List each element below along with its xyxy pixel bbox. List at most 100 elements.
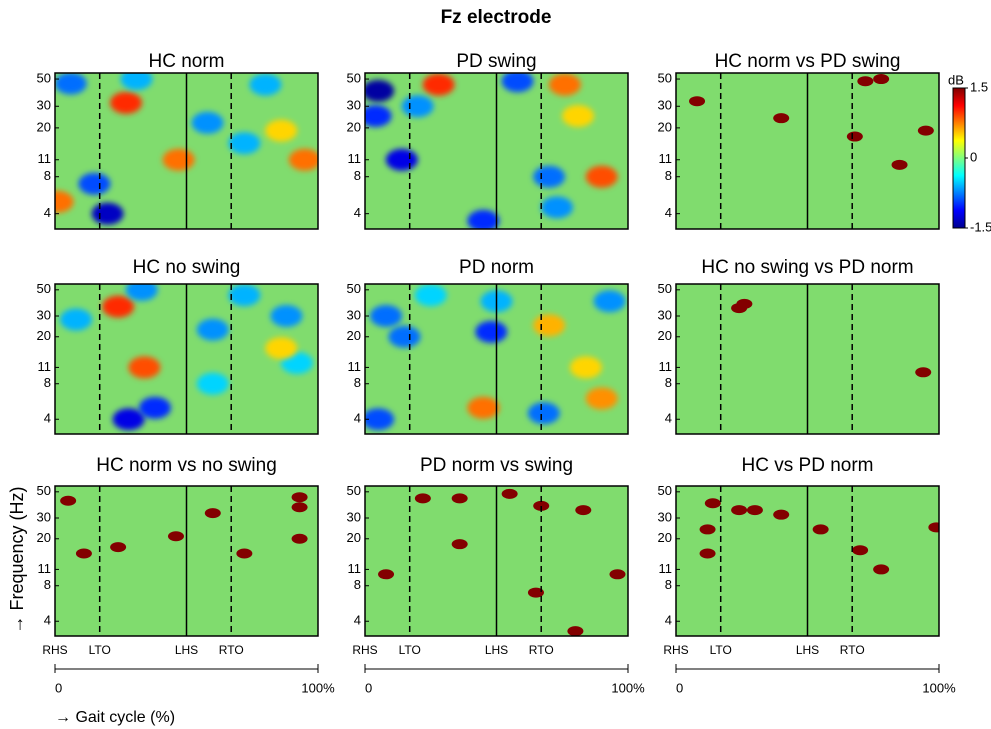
y-tick-label: 11 — [659, 151, 673, 166]
y-tick-label: 20 — [347, 119, 361, 134]
y-tick-label: 11 — [348, 359, 362, 374]
panel-frame — [675, 283, 940, 435]
y-tick-label: 4 — [354, 205, 361, 220]
y-tick-label: 8 — [44, 168, 51, 183]
y-tick-label: 8 — [665, 577, 672, 592]
power-blob — [533, 314, 566, 337]
y-tick-label: 8 — [665, 168, 672, 183]
panel-title: HC vs PD norm — [742, 455, 874, 476]
significant-cluster — [704, 498, 721, 509]
significant-cluster — [746, 505, 763, 516]
panel-title: HC norm vs no swing — [96, 455, 277, 476]
power-blob — [265, 337, 298, 360]
significant-cluster — [915, 367, 932, 378]
y-tick-label: 20 — [658, 328, 672, 343]
panel-title: HC no swing — [133, 257, 241, 278]
power-blob — [585, 165, 618, 188]
power-blob — [196, 318, 229, 341]
panel-title: HC no swing vs PD norm — [701, 257, 913, 278]
y-tick-label: 4 — [665, 613, 672, 628]
colorbar-tick-label: -1.5 — [970, 219, 991, 234]
panel — [676, 486, 939, 636]
event-label: RHS — [42, 643, 67, 657]
power-blob — [162, 148, 195, 171]
x-tick-label: 0 — [365, 680, 372, 695]
power-blob — [385, 148, 418, 171]
power-blob — [501, 73, 534, 93]
y-tick-label: 50 — [37, 281, 51, 296]
significant-cluster — [873, 564, 890, 575]
y-tick-label: 20 — [37, 530, 51, 545]
power-blob — [288, 148, 318, 171]
power-blob — [125, 284, 158, 301]
x-tick-label: 100% — [922, 680, 956, 695]
significant-cluster — [567, 626, 584, 636]
significant-cluster — [501, 488, 518, 499]
power-blob — [138, 396, 171, 419]
significant-cluster — [917, 125, 934, 136]
colorbar-tick-label: 1.5 — [970, 79, 988, 94]
power-blob — [585, 387, 618, 410]
y-tick-label: 50 — [37, 483, 51, 498]
event-label: LHS — [175, 643, 198, 657]
event-label: LHS — [796, 643, 819, 657]
y-tick-label: 20 — [658, 119, 672, 134]
panel-frame — [364, 283, 629, 435]
power-blob — [102, 295, 135, 318]
power-blob — [540, 196, 573, 219]
y-tick-label: 4 — [665, 411, 672, 426]
y-tick-label: 4 — [354, 613, 361, 628]
y-tick-label: 8 — [354, 168, 361, 183]
panel-frame — [364, 485, 629, 637]
panel-title: HC norm — [148, 51, 224, 72]
colorbar — [952, 87, 966, 229]
power-blob — [270, 304, 303, 327]
y-tick-label: 50 — [347, 281, 361, 296]
panel-frame — [54, 72, 319, 230]
event-label: LHS — [485, 643, 508, 657]
y-tick-label: 8 — [44, 577, 51, 592]
significant-cluster — [60, 495, 77, 506]
power-blob — [128, 356, 161, 379]
power-blob — [388, 325, 421, 348]
y-tick-label: 8 — [354, 375, 361, 390]
y-tick-label: 8 — [44, 375, 51, 390]
y-tick-label: 11 — [348, 151, 362, 166]
panel-title: PD swing — [456, 51, 536, 72]
significant-cluster — [378, 569, 395, 580]
significant-cluster — [204, 508, 221, 519]
y-tick-label: 11 — [348, 561, 362, 576]
y-axis-label: → Frequency (Hz) — [7, 486, 27, 633]
significant-cluster — [291, 502, 308, 513]
significant-cluster — [291, 492, 308, 503]
y-tick-label: 11 — [38, 561, 52, 576]
colorbar-label: dB — [948, 72, 964, 87]
significant-cluster — [75, 548, 92, 559]
panel — [365, 284, 628, 434]
y-tick-label: 11 — [659, 359, 673, 374]
y-tick-label: 50 — [37, 70, 51, 85]
event-label: RTO — [219, 643, 244, 657]
significant-cluster — [110, 542, 127, 553]
y-tick-label: 4 — [44, 205, 51, 220]
power-blob — [249, 73, 282, 96]
y-tick-label: 50 — [658, 70, 672, 85]
y-tick-label: 4 — [665, 205, 672, 220]
significant-cluster — [575, 505, 592, 516]
power-blob — [196, 372, 229, 395]
y-tick-label: 11 — [38, 359, 52, 374]
y-tick-label: 11 — [659, 561, 673, 576]
power-blob — [467, 396, 500, 419]
significant-cluster — [773, 113, 790, 124]
power-blob — [55, 190, 74, 213]
significant-cluster — [846, 131, 863, 142]
y-tick-label: 30 — [347, 307, 361, 322]
significant-cluster — [699, 548, 716, 559]
y-tick-label: 4 — [354, 411, 361, 426]
x-axis-label: → Gait cycle (%) — [55, 709, 175, 726]
y-tick-label: 20 — [347, 530, 361, 545]
power-blob — [112, 408, 145, 431]
power-blob — [527, 402, 560, 425]
event-label: LTO — [710, 643, 732, 657]
